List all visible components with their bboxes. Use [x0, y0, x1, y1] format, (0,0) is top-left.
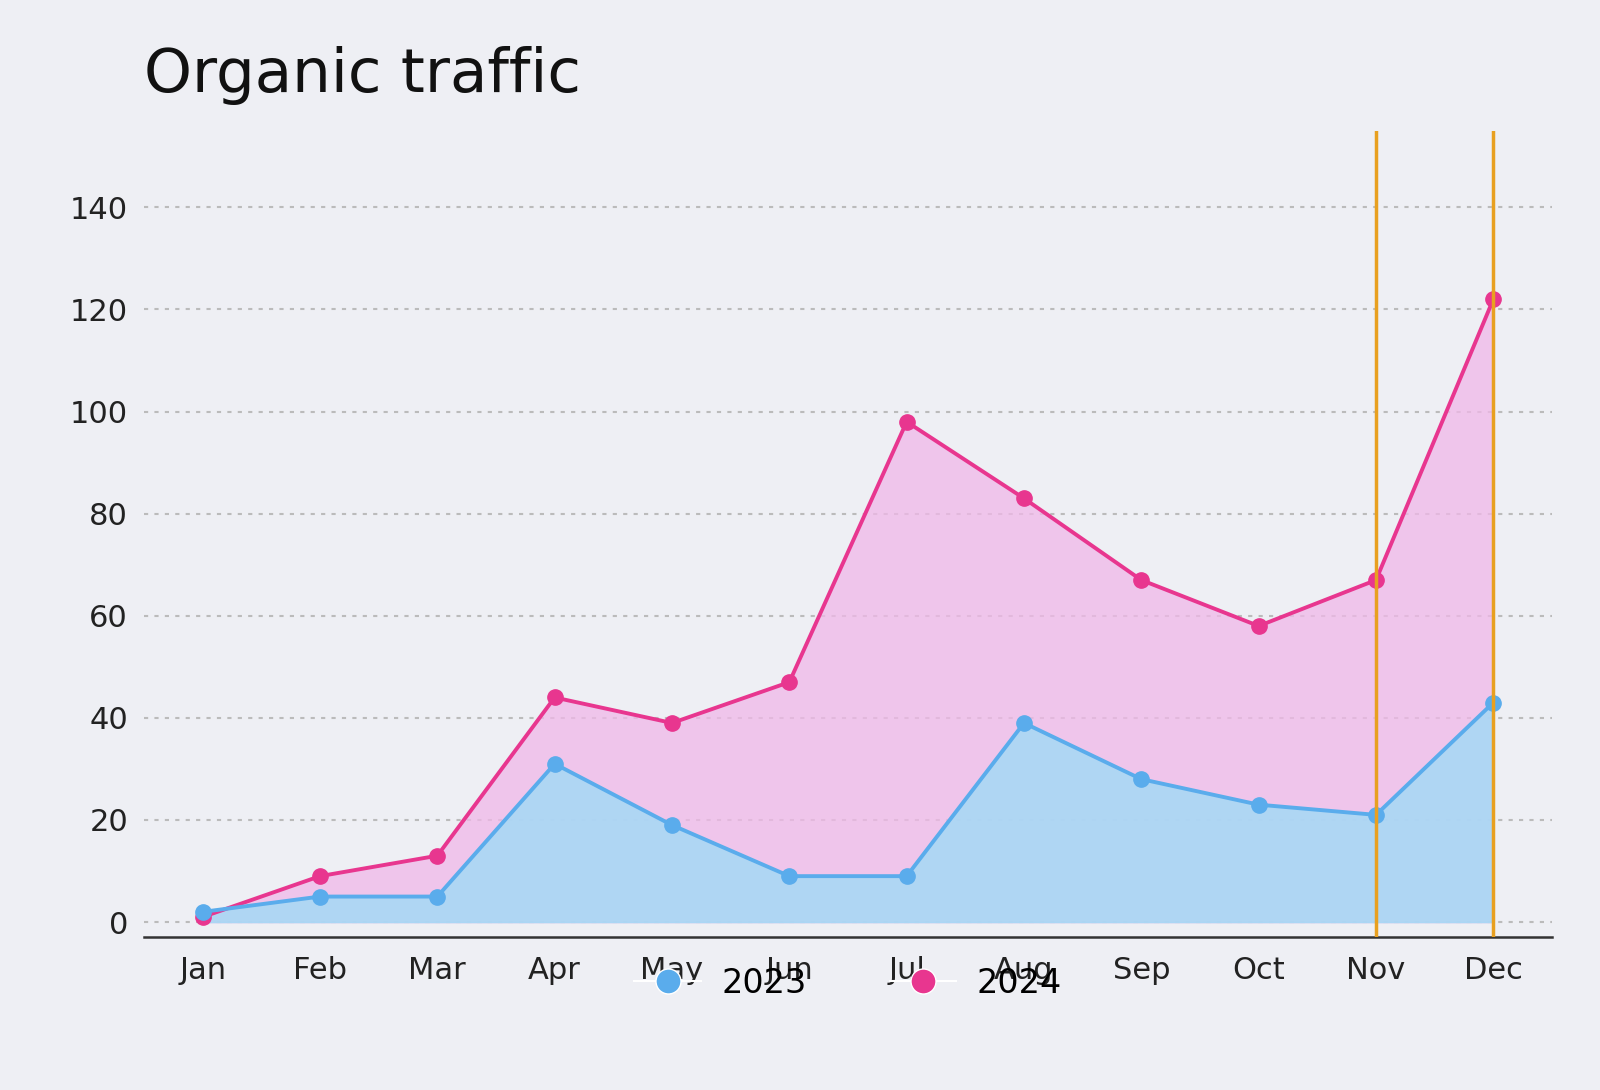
2023: [310, 891, 330, 904]
2023: [194, 906, 213, 919]
2024: [427, 849, 446, 862]
2023: [898, 870, 917, 883]
2023: [1366, 809, 1386, 822]
2023: [1483, 697, 1502, 710]
2024: [662, 716, 682, 729]
Line: 2024: 2024: [195, 292, 1501, 924]
2024: [194, 910, 213, 923]
2024: [310, 870, 330, 883]
2024: [1483, 293, 1502, 306]
2024: [546, 691, 565, 704]
2024: [1131, 573, 1150, 586]
Legend: 2023, 2024: 2023, 2024: [621, 954, 1075, 1014]
2024: [898, 415, 917, 428]
2024: [1014, 492, 1034, 505]
Line: 2023: 2023: [195, 695, 1501, 920]
2024: [1366, 573, 1386, 586]
2023: [779, 870, 798, 883]
2023: [1250, 798, 1269, 811]
2023: [1014, 716, 1034, 729]
Text: Organic traffic: Organic traffic: [144, 46, 581, 105]
2023: [1131, 773, 1150, 786]
2023: [427, 891, 446, 904]
2024: [779, 676, 798, 689]
2024: [1250, 619, 1269, 632]
2023: [546, 758, 565, 771]
2023: [662, 819, 682, 832]
